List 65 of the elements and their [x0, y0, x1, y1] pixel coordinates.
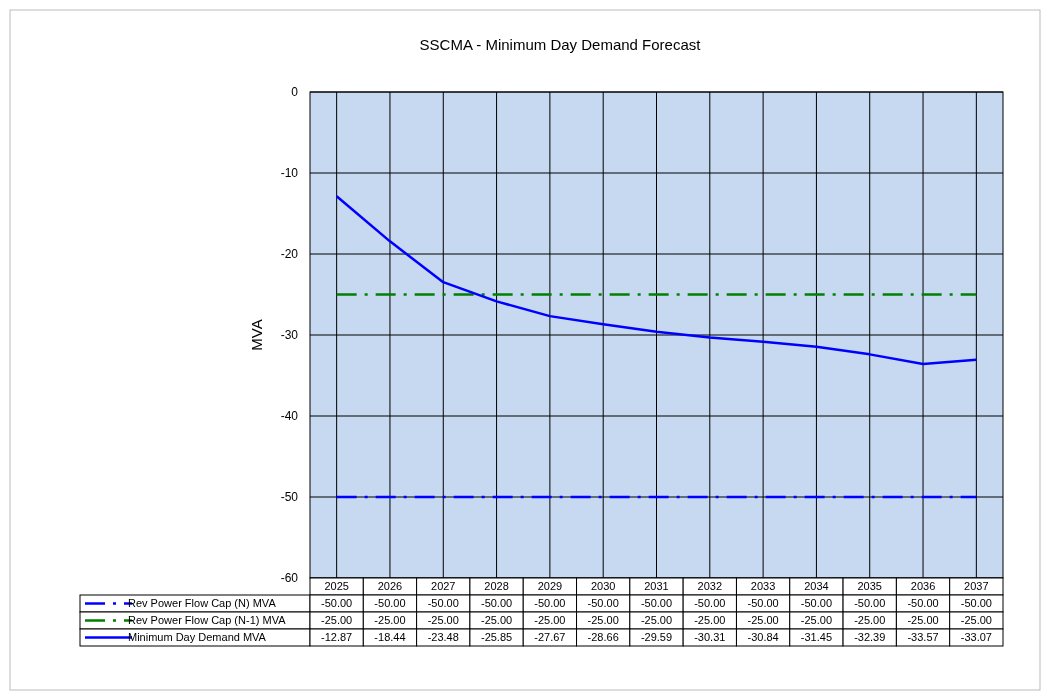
- data-label: -50.00: [640, 597, 673, 610]
- data-label: -25.00: [854, 614, 886, 627]
- data-label: -25.00: [587, 614, 619, 627]
- chart-title: SSCMA - Minimum Day Demand Forecast: [419, 36, 702, 53]
- y-axis-title: MVA: [248, 319, 265, 351]
- data-label: -28.66: [587, 631, 619, 644]
- data-label: -50.00: [747, 597, 779, 610]
- legend-label: Minimum Day Demand MVA: [128, 631, 267, 644]
- x-tick-label: 2027: [431, 580, 456, 593]
- y-tick-label: -60: [280, 571, 299, 586]
- y-tick-label: -10: [280, 166, 299, 181]
- x-tick-label: 2036: [910, 580, 936, 593]
- data-label: -50.00: [587, 597, 619, 610]
- y-tick-label: -30: [280, 328, 299, 343]
- data-label: -30.31: [694, 631, 726, 644]
- x-tick-label: 2026: [377, 580, 403, 593]
- data-label: -50.00: [534, 597, 566, 610]
- y-tick-label: -20: [280, 247, 299, 262]
- x-tick-label: 2028: [484, 580, 509, 593]
- x-tick-label: 2035: [857, 580, 882, 593]
- data-label: -50.00: [480, 597, 513, 610]
- data-label: -25.00: [694, 614, 726, 627]
- data-label: -25.85: [480, 631, 513, 644]
- x-tick-label: 2031: [644, 580, 669, 593]
- data-label: -50.00: [694, 597, 726, 610]
- data-label: -50.00: [374, 597, 406, 610]
- x-tick-label: 2032: [697, 580, 723, 593]
- data-label: -25.00: [374, 614, 406, 627]
- legend-label: Rev Power Flow Cap (N-1) MVA: [128, 614, 287, 627]
- data-label: -25.00: [640, 614, 673, 627]
- data-label: -25.00: [747, 614, 779, 627]
- data-label: -33.07: [960, 631, 992, 644]
- x-tick-label: 2029: [537, 580, 563, 593]
- y-tick-label: 0: [291, 85, 299, 100]
- data-label: -50.00: [321, 597, 353, 610]
- data-label: -50.00: [854, 597, 886, 610]
- y-tick-label: -40: [280, 409, 299, 424]
- data-label: -50.00: [907, 597, 939, 610]
- data-label: -50.00: [427, 597, 459, 610]
- data-label: -25.00: [321, 614, 353, 627]
- data-label: -25.00: [800, 614, 833, 627]
- data-label: -30.84: [747, 631, 779, 644]
- data-label: -18.44: [374, 631, 406, 644]
- data-label: -12.87: [321, 631, 353, 644]
- x-tick-label: 2033: [750, 580, 776, 593]
- y-tick-label: -50: [280, 490, 299, 505]
- data-label: -25.00: [427, 614, 459, 627]
- data-label: -50.00: [960, 597, 992, 610]
- data-label: -25.00: [480, 614, 513, 627]
- x-tick-label: 2030: [590, 580, 616, 593]
- x-tick-label: 2037: [964, 580, 989, 593]
- data-label: -29.59: [640, 631, 673, 644]
- data-label: -23.48: [427, 631, 459, 644]
- x-tick-label: 2034: [804, 580, 829, 593]
- x-tick-label: 2025: [324, 580, 349, 593]
- data-label: -32.39: [854, 631, 886, 644]
- data-label: -25.00: [534, 614, 566, 627]
- line-series: [335, 195, 978, 366]
- data-label: -25.00: [960, 614, 992, 627]
- data-label: -31.45: [800, 631, 833, 644]
- data-label: -33.57: [907, 631, 939, 644]
- legend-label: Rev Power Flow Cap (N) MVA: [128, 597, 277, 610]
- data-label: -50.00: [800, 597, 833, 610]
- data-label: -27.67: [534, 631, 566, 644]
- data-label: -25.00: [907, 614, 939, 627]
